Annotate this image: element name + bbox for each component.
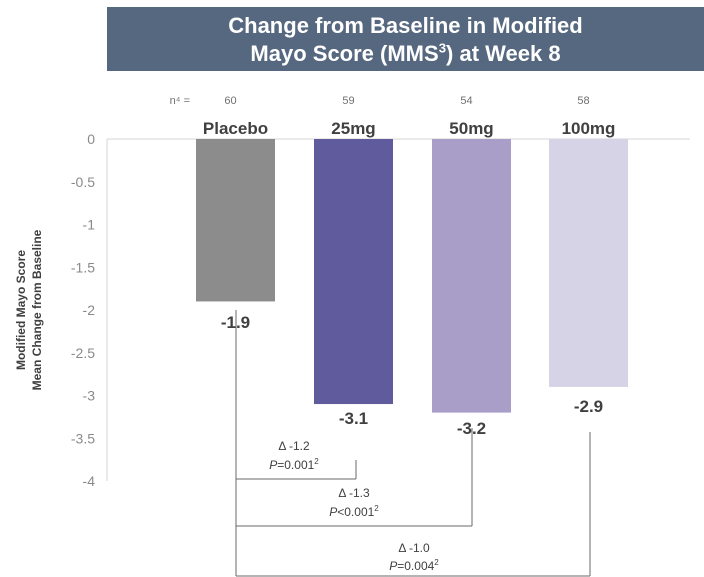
p-footnote-mark: 2 bbox=[314, 457, 319, 466]
y-tick-label: -3.5 bbox=[71, 430, 95, 446]
y-axis-label-line2: Mean Change from Baseline bbox=[30, 229, 44, 390]
n-value: 60 bbox=[224, 95, 236, 107]
p-italic: P bbox=[389, 559, 397, 573]
p-number: <0.001 bbox=[337, 505, 374, 519]
n-value: 59 bbox=[342, 95, 354, 107]
chart-title-footnote-mark: 3 bbox=[438, 40, 447, 56]
chart-title-banner: Change from Baseline in Modified Mayo Sc… bbox=[107, 7, 704, 71]
bar-100mg bbox=[549, 139, 628, 387]
p-number: =0.001 bbox=[277, 458, 314, 472]
comparison-p-value: P<0.0012 bbox=[329, 504, 379, 519]
n-value: 54 bbox=[460, 95, 472, 107]
y-tick-label: -0.5 bbox=[71, 174, 95, 190]
bar-placebo bbox=[196, 139, 275, 302]
category-label: 100mg bbox=[562, 119, 616, 138]
n-value: 58 bbox=[577, 95, 589, 107]
category-label: 25mg bbox=[331, 119, 375, 138]
y-tick-label: -4 bbox=[83, 473, 96, 489]
p-italic: P bbox=[329, 505, 337, 519]
p-italic: P bbox=[269, 458, 277, 472]
value-label: -3.1 bbox=[339, 409, 368, 428]
category-label: 50mg bbox=[449, 119, 493, 138]
n-row-label: n⁴ = bbox=[170, 95, 190, 107]
y-tick-label: -3 bbox=[83, 388, 96, 404]
comparison-p-value: P=0.0042 bbox=[389, 558, 439, 573]
comparison-delta: Δ -1.3 bbox=[338, 486, 370, 500]
y-tick-label: -1 bbox=[83, 217, 96, 233]
chart-title-line2-prefix: Mayo Score (MMS bbox=[250, 41, 439, 66]
y-axis-label-line1: Modified Mayo Score bbox=[14, 250, 28, 370]
p-number: =0.004 bbox=[397, 559, 434, 573]
y-tick-label: -2 bbox=[83, 302, 96, 318]
bar-25mg bbox=[314, 139, 393, 405]
comparison-delta: Δ -1.0 bbox=[398, 541, 430, 555]
chart-title-line2-suffix: ) at Week 8 bbox=[446, 41, 561, 66]
comparison-p-value: P=0.0012 bbox=[269, 457, 319, 472]
chart-title-line2: Mayo Score (MMS3) at Week 8 bbox=[107, 40, 704, 68]
comparison-delta: Δ -1.2 bbox=[278, 439, 310, 453]
p-footnote-mark: 2 bbox=[434, 558, 439, 567]
chart-title-line1: Change from Baseline in Modified bbox=[228, 13, 583, 38]
y-tick-label: -1.5 bbox=[71, 259, 95, 275]
y-tick-label: 0 bbox=[87, 131, 95, 147]
category-label: Placebo bbox=[203, 119, 268, 138]
bar-50mg bbox=[432, 139, 511, 413]
y-tick-label: -2.5 bbox=[71, 345, 95, 361]
value-label: -2.9 bbox=[574, 397, 603, 416]
p-footnote-mark: 2 bbox=[374, 504, 379, 513]
